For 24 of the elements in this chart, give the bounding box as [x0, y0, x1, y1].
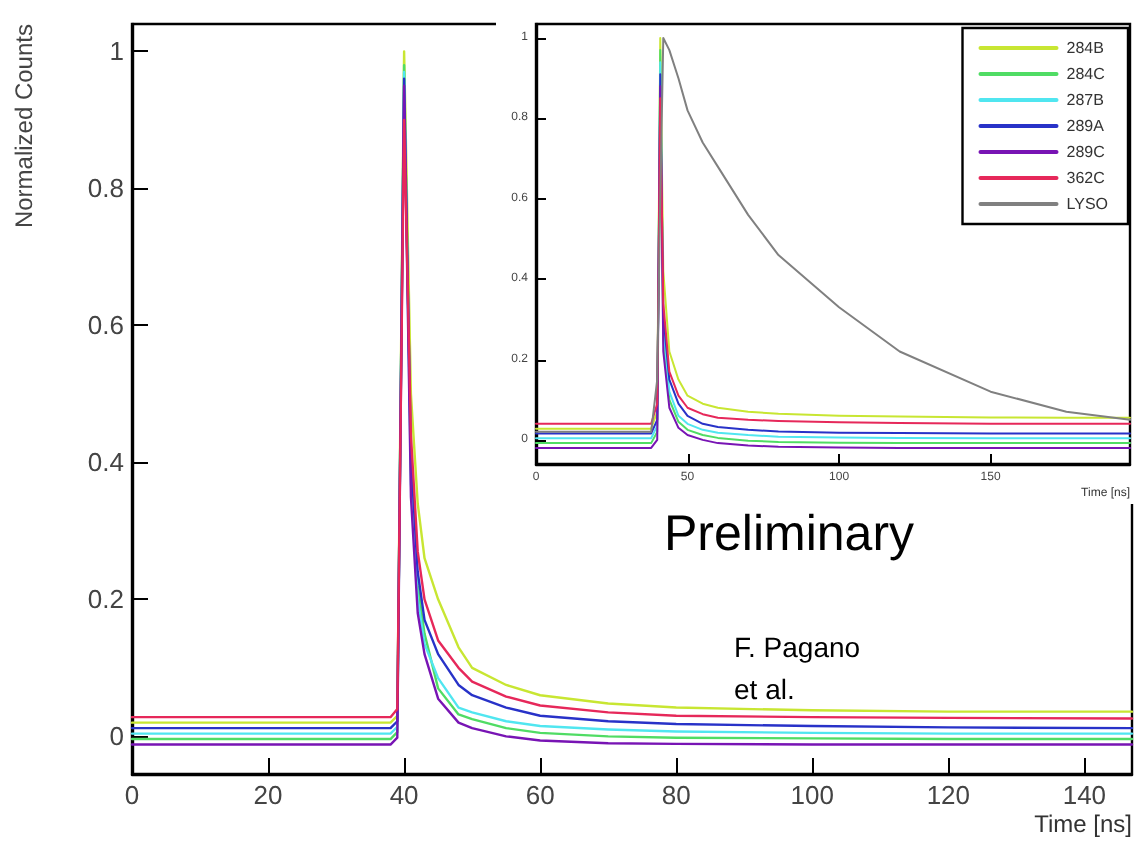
- x-tick-label: 120: [926, 780, 971, 810]
- y-tick-label: 0.6: [87, 310, 124, 341]
- y-tick-label: 0.2: [87, 584, 124, 615]
- x-tick-label: 100: [790, 780, 834, 810]
- legend-label: 284C: [1066, 65, 1106, 83]
- x-tick-label: 140: [1062, 780, 1107, 810]
- legend-label: 287B: [1066, 91, 1104, 109]
- x-tick-label: 60: [525, 780, 555, 810]
- x-tick-label: 80: [661, 780, 691, 810]
- legend-label: LYSO: [1066, 195, 1108, 213]
- x-tick-label: 40: [389, 780, 419, 810]
- annotation: Preliminary: [664, 505, 916, 562]
- x-tick-label: 20: [253, 780, 283, 810]
- legend-label: 289A: [1066, 117, 1106, 135]
- y-tick-label: 0.4: [87, 447, 124, 478]
- y-axis-title: Normalized Counts: [10, 24, 38, 229]
- y-tick-label: 0: [109, 721, 124, 752]
- legend-label: 289C: [1066, 143, 1106, 161]
- x-axis-title: Time [ns]: [1034, 810, 1132, 838]
- y-tick-label: 0.8: [87, 173, 124, 204]
- legend-label: 284B: [1066, 39, 1104, 57]
- legend-label: 362C: [1066, 169, 1106, 187]
- y-tick-label: 1: [109, 36, 124, 67]
- annotation: F. Pagano et al.: [734, 631, 868, 705]
